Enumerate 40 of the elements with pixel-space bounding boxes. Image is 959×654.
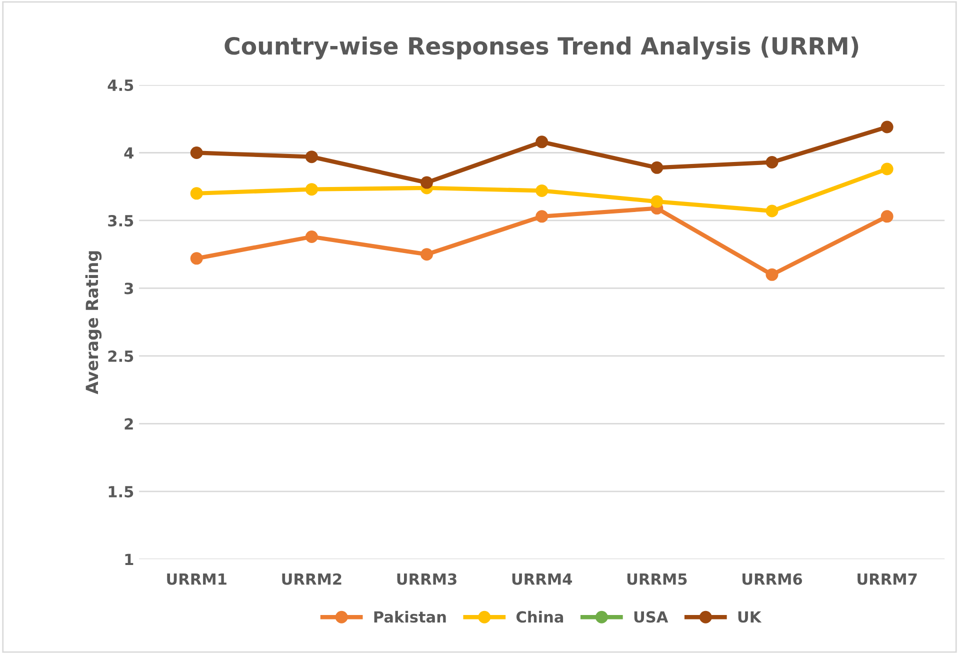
point: [650, 195, 664, 208]
point: [420, 248, 434, 261]
point: [305, 150, 318, 164]
x-tick-label: URRM2: [282, 573, 342, 585]
point: [536, 210, 548, 223]
x-tick-label: URRM6: [742, 573, 802, 585]
point: [650, 161, 664, 174]
point: [880, 162, 894, 176]
point: [536, 136, 548, 148]
legend-label: USA: [634, 611, 668, 623]
y-tick-label: 2.5: [108, 350, 134, 362]
point: [766, 156, 778, 168]
y-tick-label: 3: [124, 282, 133, 294]
point: [766, 204, 778, 218]
chart-title: Country-wise Responses Trend Analysis (URRM): [224, 36, 858, 60]
y-tick-label: 3.5: [108, 214, 134, 227]
point: [190, 146, 203, 160]
x-tick-label: URRM1: [167, 574, 226, 585]
x-tick-label: URRM3: [397, 573, 456, 585]
point: [536, 184, 548, 197]
point: [305, 230, 318, 243]
point: [420, 176, 434, 189]
y-tick-label: 4.5: [108, 80, 134, 92]
point: [880, 210, 894, 223]
x-tick-label: URRM7: [858, 574, 917, 585]
y-tick-label: 4: [124, 147, 134, 159]
y-tick-label: 1.5: [108, 486, 134, 498]
point: [305, 183, 318, 196]
point: [190, 252, 203, 265]
y-tick-label: 1: [125, 554, 134, 565]
y-axis-title: Average Rating: [85, 251, 102, 394]
legend-label: China: [516, 610, 564, 623]
point: [880, 120, 894, 134]
point: [190, 187, 203, 200]
x-tick-label: URRM5: [627, 574, 687, 585]
point: [766, 268, 778, 281]
legend-label: Pakistan: [374, 610, 446, 623]
x-tick-label: URRM4: [512, 574, 572, 585]
y-tick-label: 2: [124, 418, 133, 430]
legend-label: UK: [738, 611, 762, 623]
